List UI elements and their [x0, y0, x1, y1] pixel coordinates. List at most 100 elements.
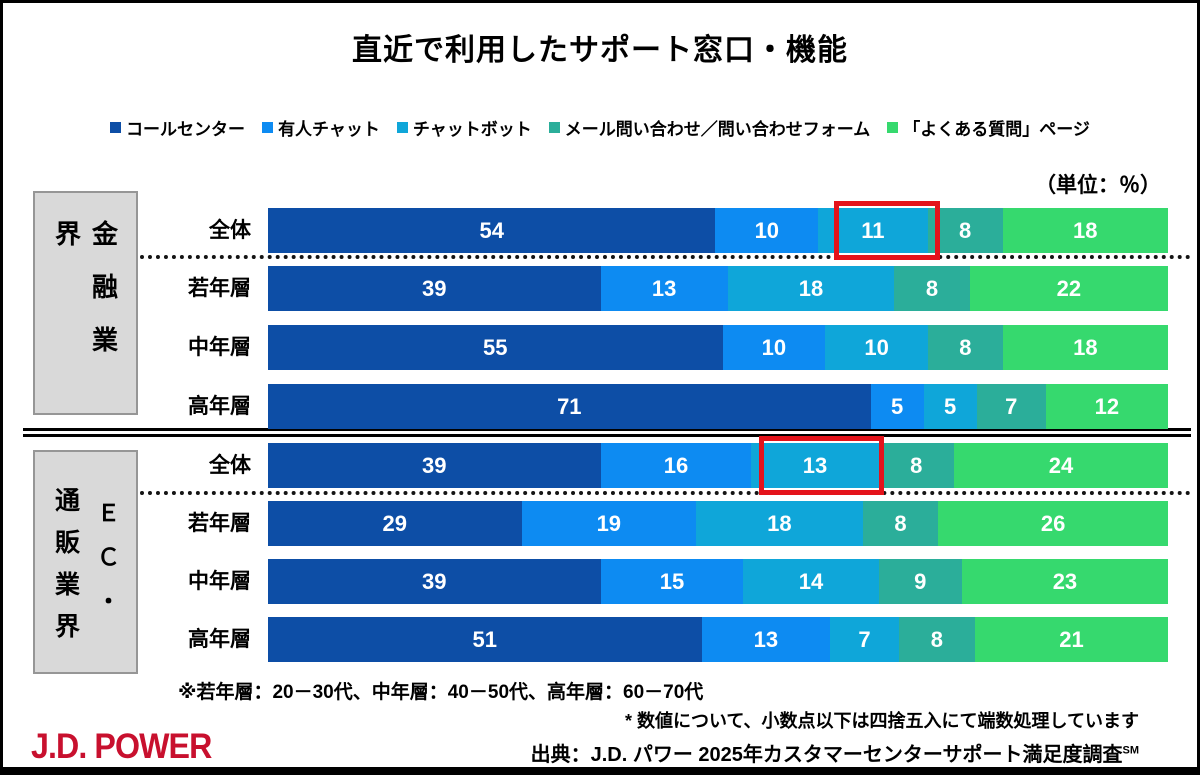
bar-value-label: 18	[1073, 217, 1098, 243]
bar-value-label: 21	[1059, 626, 1084, 652]
page-title: 直近で利用したサポート窓口・機能	[352, 34, 848, 67]
bar-value-label: 13	[651, 275, 677, 301]
legend-swatch-icon	[548, 122, 560, 133]
bar-value-label: 5	[943, 393, 957, 419]
bar-value-label: 18	[767, 510, 792, 536]
legend-label: 有人チャット	[278, 120, 380, 139]
row-label: 高年層	[188, 628, 251, 651]
bar-segment: 13	[701, 617, 831, 662]
bar-segment: 23	[961, 559, 1168, 604]
bar-value-label: 18	[798, 275, 824, 301]
bar-segment: 10	[715, 208, 819, 253]
bar-segment: 39	[268, 266, 601, 311]
legend-label: チャットボット	[412, 120, 532, 139]
bar-value-label: 11	[861, 217, 885, 243]
bar-value-label: 16	[663, 452, 689, 478]
row-label: 若年層	[188, 277, 251, 300]
bar-value-label: 7	[858, 626, 871, 652]
bar-segment: 21	[975, 617, 1168, 662]
bar-segment: 18	[696, 501, 863, 546]
bar-segment: 15	[600, 559, 744, 604]
legend-swatch-icon	[396, 122, 408, 133]
bar-segment: 16	[600, 443, 752, 488]
bar-segment: 29	[268, 501, 522, 546]
legend-item-4: 「よくある質問」ページ	[887, 115, 1090, 140]
row-label: 中年層	[188, 336, 251, 359]
legend-label: メール問い合わせ／問い合わせフォーム	[564, 120, 871, 139]
bar-segment: 8	[927, 325, 1003, 370]
bar-segment: 18	[1002, 208, 1168, 253]
bar-value-label: 7	[1005, 393, 1018, 419]
legend: コールセンター 有人チャット チャットボット メール問い合わせ／問い合わせフォーム 「よ…	[3, 115, 1197, 140]
bar-value-label: 24	[1048, 452, 1074, 478]
highlight-box	[834, 201, 941, 260]
group-box-finance: 金融業界	[33, 191, 138, 415]
legend-item-0: コールセンター	[110, 115, 245, 140]
bar-value-label: 10	[864, 334, 889, 360]
legend-item-3: メール問い合わせ／問い合わせフォーム	[548, 115, 871, 140]
bar-segment: 39	[268, 559, 601, 604]
bar-segment: 14	[743, 559, 879, 604]
bar-value-label: 8	[910, 452, 923, 478]
bar-value-label: 13	[802, 452, 828, 478]
legend-item-1: 有人チャット	[262, 115, 380, 140]
bar-segment: 5	[923, 384, 977, 429]
jdpower-logo: J.D. POWER	[31, 727, 212, 766]
bar-row: 55 10 10 8 18	[268, 325, 1169, 370]
group-box-ec: 通販業界 ＥＣ・	[33, 450, 138, 674]
bar-row: 51 13 7 8 21	[268, 617, 1168, 662]
bar-value-label: 10	[754, 217, 780, 243]
bar-row: 39 13 18 8 22	[268, 266, 1169, 311]
bar-value-label: 39	[422, 452, 447, 478]
group-label-ec-right: ＥＣ・	[93, 501, 120, 633]
row-label: 若年層	[188, 512, 251, 535]
bar-value-label: 51	[472, 626, 497, 652]
bar-segment: 13	[751, 443, 879, 488]
bar-value-label: 26	[1040, 510, 1066, 536]
row-label: 中年層	[188, 570, 251, 593]
row-label: 全体	[209, 454, 251, 477]
source-note: 出典：J.D. パワー 2025年カスタマーセンターサポート満足度調査SM	[531, 738, 1139, 767]
legend-item-2: チャットボット	[396, 115, 532, 140]
bar-value-label: 19	[596, 510, 622, 536]
bar-value-label: 9	[914, 568, 927, 594]
bar-segment: 55	[268, 325, 723, 370]
bar-segment: 9	[878, 559, 962, 604]
legend-swatch-icon	[110, 122, 122, 133]
bar-row: 29 19 18 8 26	[268, 501, 1168, 546]
source-text: 出典：J.D. パワー 2025年カスタマーセンターサポート満足度調査	[530, 744, 1123, 766]
bar-value-label: 54	[479, 217, 504, 243]
bar-value-label: 8	[959, 334, 972, 360]
bar-value-label: 15	[659, 568, 685, 594]
bar-value-label: 13	[753, 626, 779, 652]
age-definition-note: ※若年層：20－30代、中年層：40－50代、高年層：60－70代	[178, 682, 704, 703]
bar-segment: 8	[878, 443, 954, 488]
bar-segment: 51	[268, 617, 702, 662]
bar-value-label: 55	[483, 334, 508, 360]
bar-value-label: 5	[890, 393, 904, 419]
bar-value-label: 8	[930, 626, 943, 652]
bar-value-label: 8	[958, 217, 972, 243]
bar-row: 71 5 5 7 12	[268, 384, 1169, 429]
bar-value-label: 8	[925, 275, 939, 301]
legend-swatch-icon	[262, 122, 274, 133]
bar-segment: 18	[1002, 325, 1169, 370]
bar-value-label: 29	[382, 510, 407, 536]
group-label-ec-left: 通販業界	[51, 486, 80, 655]
group-divider-double-line	[23, 428, 1191, 437]
bar-segment: 22	[969, 266, 1169, 311]
group-label-finance: 金融業界	[51, 220, 119, 379]
bar-segment: 13	[600, 266, 728, 311]
bar-segment: 8	[894, 266, 970, 311]
bar-value-label: 39	[422, 275, 447, 301]
bar-row: 39 16 13 8 24	[268, 443, 1169, 488]
bar-segment: 7	[976, 384, 1046, 429]
row-label: 高年層	[188, 395, 251, 418]
bar-value-label: 14	[798, 568, 824, 594]
bar-value-label: 23	[1052, 568, 1078, 594]
bar-segment: 19	[521, 501, 697, 546]
legend-swatch-icon	[887, 122, 899, 133]
bar-value-label: 10	[761, 334, 787, 360]
bar-segment: 5	[870, 384, 924, 429]
